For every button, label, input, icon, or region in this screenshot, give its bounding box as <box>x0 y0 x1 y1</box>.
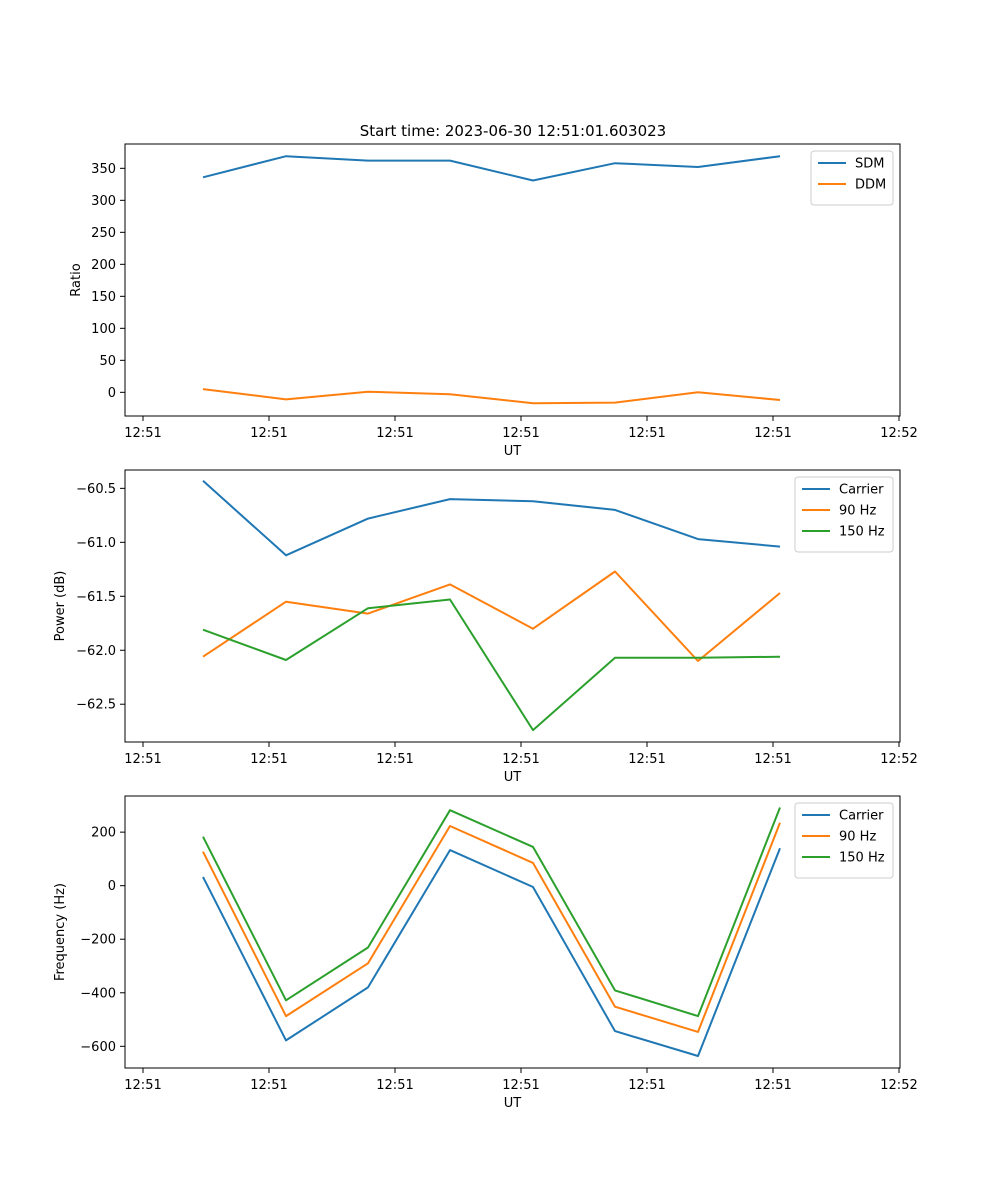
x-tick-label: 12:51 <box>628 426 665 441</box>
y-tick-label: 200 <box>91 826 116 841</box>
x-tick-label: 12:51 <box>754 426 791 441</box>
legend-box <box>794 802 894 879</box>
chart-panel-2: 12:51 12:51 12:51 12:51 12:51 12:51 12:52 −62.5… <box>53 469 918 785</box>
figure-title: Start time: 2023-06-30 12:51:01.603023 <box>360 122 666 140</box>
legend-label: DDM <box>855 178 886 193</box>
x-axis-label: UT <box>504 1096 522 1111</box>
y-axis-label: Frequency (Hz) <box>53 883 68 981</box>
y-tick-label: −60.5 <box>76 482 116 497</box>
y-tick-label: 250 <box>91 226 116 241</box>
y-tick-label: 350 <box>91 162 116 177</box>
y-tick-label: 0 <box>108 879 116 894</box>
series-line-sdm <box>202 155 781 182</box>
series-line-150-hz <box>202 807 781 1018</box>
legend-box <box>794 476 894 553</box>
series-line-ddm <box>202 388 781 405</box>
x-axis-label: UT <box>504 444 522 459</box>
series-line-carrier <box>202 480 781 557</box>
x-tick-label: 12:51 <box>124 1078 161 1093</box>
y-axis-label: Ratio <box>69 263 84 296</box>
x-tick-label: 12:51 <box>628 752 665 767</box>
axes-frame <box>124 143 901 417</box>
legend-label: 90 Hz <box>839 504 876 519</box>
y-axis-label: Power (dB) <box>53 571 68 642</box>
x-tick-label: 12:51 <box>376 426 413 441</box>
x-tick-label: 12:52 <box>880 1078 917 1093</box>
y-tick-label: −62.5 <box>76 698 116 713</box>
x-tick-label: 12:51 <box>124 426 161 441</box>
x-tick-label: 12:51 <box>250 1078 287 1093</box>
legend-label: 90 Hz <box>839 830 876 845</box>
chart-panel-3: 12:51 12:51 12:51 12:51 12:51 12:51 12:52 −600 −… <box>53 795 918 1111</box>
x-tick-label: 12:51 <box>502 426 539 441</box>
series-line-carrier <box>202 847 781 1057</box>
legend-box <box>810 150 894 206</box>
legend-label: 150 Hz <box>839 851 885 866</box>
y-tick-label: −200 <box>80 933 116 948</box>
y-tick-label: −400 <box>80 986 116 1001</box>
y-tick-label: −62.0 <box>76 644 116 659</box>
chart-panel-1: 12:51 12:51 12:51 12:51 12:51 12:51 12:52 0 50 10… <box>69 143 918 459</box>
x-tick-label: 12:51 <box>376 752 413 767</box>
axes-frame <box>124 469 901 743</box>
x-tick-label: 12:51 <box>376 1078 413 1093</box>
legend-label: SDM <box>855 157 884 172</box>
y-tick-label: −61.0 <box>76 536 116 551</box>
y-tick-label: 300 <box>91 194 116 209</box>
y-tick-label: −600 <box>80 1040 116 1055</box>
series-line-90-hz <box>202 570 781 662</box>
y-tick-label: −61.5 <box>76 590 116 605</box>
x-tick-label: 12:51 <box>502 1078 539 1093</box>
axes-frame <box>124 795 901 1069</box>
legend-label: 150 Hz <box>839 525 885 540</box>
x-tick-label: 12:52 <box>880 426 917 441</box>
legend-label: Carrier <box>839 483 884 498</box>
x-tick-label: 12:51 <box>250 426 287 441</box>
x-tick-label: 12:51 <box>124 752 161 767</box>
x-tick-label: 12:52 <box>880 752 917 767</box>
legend-label: Carrier <box>839 809 884 824</box>
y-tick-label: 0 <box>108 386 116 401</box>
y-tick-label: 200 <box>91 258 116 273</box>
x-tick-label: 12:51 <box>754 752 791 767</box>
x-tick-label: 12:51 <box>628 1078 665 1093</box>
x-tick-label: 12:51 <box>250 752 287 767</box>
y-tick-label: 100 <box>91 322 116 337</box>
x-tick-label: 12:51 <box>754 1078 791 1093</box>
x-axis-label: UT <box>504 770 522 785</box>
y-tick-label: 150 <box>91 290 116 305</box>
x-tick-label: 12:51 <box>502 752 539 767</box>
series-line-150-hz <box>202 598 781 732</box>
series-line-90-hz <box>202 822 781 1033</box>
y-tick-label: 50 <box>99 354 116 369</box>
